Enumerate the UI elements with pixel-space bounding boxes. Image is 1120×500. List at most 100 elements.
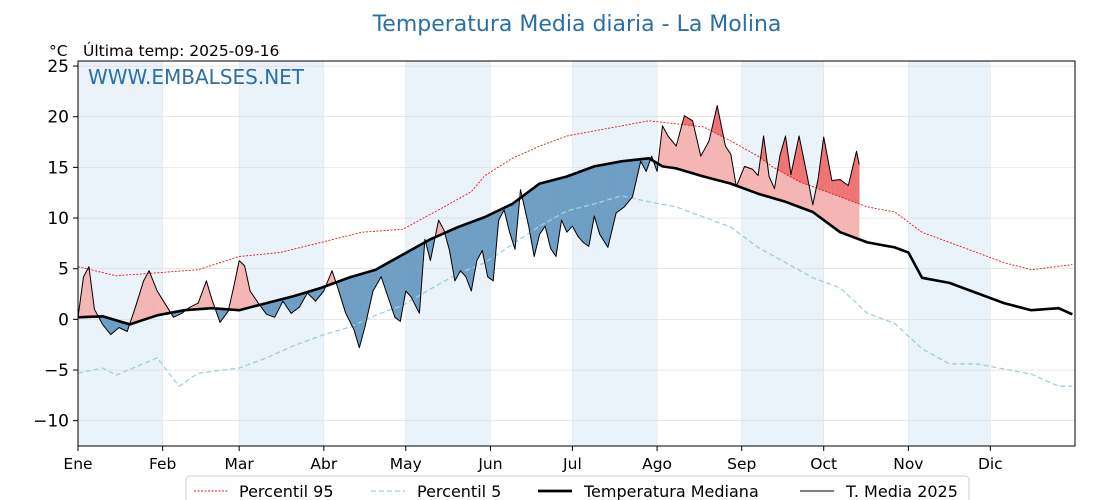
deviation-fill-segment: [471, 221, 473, 292]
deviation-fill-segment: [621, 160, 624, 210]
legend-label-2025: T. Media 2025: [845, 482, 958, 500]
y-tick-label: 20: [47, 108, 69, 128]
deviation-fill-segment: [606, 163, 609, 249]
deviation-fill-segment: [468, 222, 471, 288]
deviation-fill-segment: [562, 176, 565, 227]
last-temp-subtitle: Última temp: 2025-09-16: [83, 41, 279, 60]
deviation-fill-segment: [417, 245, 420, 314]
deviation-fill-segment: [544, 181, 547, 232]
month-shade-band: [239, 61, 324, 446]
y-tick-label: 25: [47, 57, 69, 77]
deviation-fill-segment: [745, 166, 748, 190]
deviation-fill-segment: [154, 284, 157, 317]
deviation-fill-segment: [574, 172, 577, 234]
deviation-fill-segment: [591, 166, 594, 232]
deviation-fill-segment: [753, 170, 756, 193]
deviation-fill-segment: [748, 167, 751, 191]
deviation-fill-segment: [615, 161, 618, 214]
deviation-fill-segment: [150, 274, 152, 318]
deviation-fill-segment: [240, 261, 243, 311]
deviation-fill-segment: [710, 129, 712, 179]
y-tick-label: 15: [47, 158, 69, 178]
y-tick-label: 10: [47, 209, 69, 229]
x-tick-label: Dic: [978, 455, 1003, 473]
deviation-fill-segment: [456, 226, 458, 279]
y-tick-label: 0: [58, 310, 69, 330]
deviation-fill-segment: [477, 218, 480, 259]
deviation-fill-segment: [535, 185, 538, 252]
deviation-fill-segment: [363, 272, 366, 333]
deviation-fill-segment: [611, 162, 614, 231]
deviation-fill-segment: [579, 171, 581, 240]
deviation-fill-segment: [566, 175, 569, 233]
deviation-fill-segment: [587, 168, 589, 247]
above-p95-fill-segment: [843, 182, 846, 200]
deviation-fill-segment: [625, 160, 628, 206]
deviation-fill-segment: [599, 164, 602, 238]
deviation-fill-segment: [681, 120, 684, 171]
deviation-fill-segment: [361, 273, 364, 338]
y-axis: −10 −5 0 5 10 15 20 25: [33, 57, 78, 432]
series-lines: [77, 105, 1073, 388]
deviation-fill-segment: [87, 266, 90, 318]
deviation-fill-segment: [707, 140, 710, 179]
deviation-fill-segment: [673, 142, 676, 169]
above-p95-fill-segment: [834, 179, 837, 196]
deviation-fill-segment: [85, 269, 88, 318]
deviation-fill-segment: [357, 274, 360, 348]
deviation-fill-segment: [630, 159, 633, 200]
deviation-fill-segment: [460, 225, 462, 273]
deviation-fill-segment: [561, 177, 564, 224]
x-tick-label: Jul: [562, 455, 582, 473]
deviation-fill-segment: [405, 251, 408, 294]
deviation-fill-segment: [744, 166, 747, 190]
series-line-percentil-5: [77, 195, 1073, 388]
deviation-fill-segment: [609, 163, 611, 242]
above-p95-fill-segment: [684, 115, 686, 126]
deviation-fill-segment: [706, 143, 708, 178]
deviation-fill-segment: [749, 168, 752, 192]
deviation-fill-segment: [352, 275, 355, 330]
deviation-fill-segment: [727, 149, 730, 184]
deviation-fill-segment: [107, 317, 110, 334]
deviation-fill-segment: [580, 170, 583, 242]
series-line-mediana: [77, 157, 1073, 326]
deviation-fill-segment: [243, 263, 245, 310]
deviation-fill-segment: [159, 294, 162, 316]
x-tick-label: Jun: [477, 455, 502, 473]
deviation-fill-segment: [143, 278, 146, 321]
above-p95-fill-segment: [833, 179, 835, 196]
above-p95-fill-segment: [831, 180, 834, 195]
deviation-fill-segment: [568, 175, 570, 232]
deviation-fill-segment: [390, 260, 393, 310]
x-tick-label: Mar: [225, 455, 255, 473]
x-tick-label: Abr: [310, 455, 337, 473]
deviation-fill-segment: [628, 160, 630, 203]
deviation-fill-segment: [662, 125, 665, 167]
legend: Percentil 95 Percentil 5 Temperatura Med…: [185, 475, 970, 500]
month-shade-band: [741, 61, 824, 446]
deviation-fill-segment: [241, 262, 244, 310]
deviation-fill-segment: [663, 128, 666, 168]
deviation-fill-segment: [532, 187, 535, 257]
month-shade-band: [572, 61, 658, 446]
deviation-fill-segment: [393, 258, 396, 318]
deviation-fill-segment: [491, 212, 494, 282]
above-p95-fill-segment: [835, 179, 838, 197]
deviation-fill-segment: [576, 172, 579, 237]
deviation-fill-segment: [372, 269, 375, 292]
deviation-fill-segment: [84, 271, 87, 318]
deviation-fill-segment: [551, 179, 554, 254]
deviation-fill-segment: [158, 292, 161, 316]
deviation-fill-segment: [355, 275, 357, 339]
deviation-fill-segment: [348, 277, 350, 322]
deviation-fill-segment: [689, 118, 692, 174]
deviation-fill-segment: [533, 186, 536, 257]
deviation-fill-segment: [83, 274, 86, 318]
deviation-fill-segment: [595, 165, 598, 226]
deviation-fill-segment: [538, 183, 540, 240]
above-p95-fill-segment: [839, 179, 842, 198]
deviation-fill-segment: [688, 117, 691, 173]
deviation-fill-segment: [479, 218, 482, 256]
